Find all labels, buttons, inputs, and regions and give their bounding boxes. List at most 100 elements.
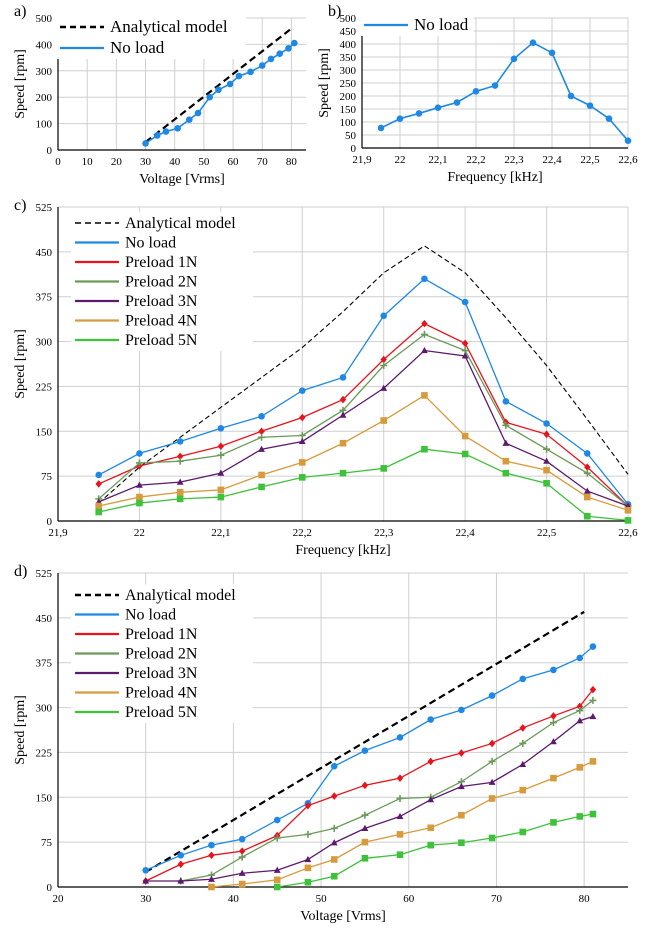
data-point [176, 452, 184, 461]
y-tick-label: 0 [47, 882, 53, 894]
y-tick-label: 525 [36, 202, 53, 214]
data-point [502, 469, 510, 477]
x-tick-label: 50 [198, 156, 210, 168]
data-point [576, 717, 584, 724]
x-tick-label: 22,2 [466, 154, 485, 166]
y-tick-label: 50 [345, 130, 357, 142]
data-point [584, 463, 591, 471]
legend-label: Preload 1N [125, 626, 198, 643]
data-point [491, 82, 499, 89]
data-point [583, 512, 591, 520]
data-point [502, 457, 510, 465]
data-point [339, 374, 347, 381]
legend-background [56, 15, 246, 59]
y-axis-label: Speed [rpm] [317, 48, 332, 118]
data-point [519, 786, 527, 794]
data-point [550, 712, 557, 720]
data-point [208, 883, 215, 891]
panel-label: b) [328, 3, 341, 20]
data-point [361, 781, 369, 790]
series-analytical-model [145, 610, 585, 873]
data-point [421, 392, 428, 399]
data-point [576, 654, 584, 662]
x-tick-label: 10 [82, 156, 94, 168]
data-point [142, 140, 149, 147]
data-point [174, 125, 181, 132]
data-point [396, 734, 404, 741]
data-point [380, 361, 388, 369]
data-point [217, 469, 225, 476]
data-point [567, 92, 575, 100]
data-point [461, 432, 469, 440]
data-point [304, 864, 312, 872]
y-tick-label: 225 [36, 747, 53, 759]
data-point [208, 851, 215, 860]
data-point [217, 486, 225, 494]
data-point [135, 459, 143, 467]
data-point [339, 411, 347, 418]
x-tick-label: 22,3 [374, 527, 394, 539]
legend-label: Preload 3N [125, 293, 198, 310]
data-point [331, 792, 338, 800]
data-point [421, 445, 428, 453]
data-point [142, 866, 149, 874]
data-point [304, 855, 312, 863]
data-point [543, 430, 550, 439]
data-point [488, 834, 496, 842]
data-point [543, 457, 550, 464]
data-point [206, 93, 214, 101]
x-tick-label: 60 [228, 156, 240, 168]
y-tick-label: 150 [36, 792, 53, 804]
data-point [142, 877, 150, 884]
data-point [304, 878, 312, 886]
data-point [298, 431, 306, 439]
x-tick-label: 30 [140, 893, 152, 905]
legend: Analytical model No load Preload 1N Preload… [71, 212, 253, 351]
x-tick-label: 40 [228, 893, 240, 905]
x-tick-label: 22,2 [293, 527, 312, 539]
data-point [421, 346, 428, 354]
data-point [589, 758, 597, 765]
data-point [396, 115, 404, 122]
panel-a: 0 10 20 30 40 50 60 70 80 0 100 200 300 400 500 Voltage… [13, 3, 306, 187]
legend-label: Preload 4N [125, 685, 198, 702]
data-point [339, 395, 347, 404]
x-tick-label: 22,4 [456, 527, 476, 539]
series-line [145, 610, 585, 873]
data-point [276, 50, 284, 57]
data-point [208, 875, 215, 882]
data-point [176, 478, 184, 485]
data-point [361, 854, 369, 862]
y-tick-label: 350 [340, 52, 357, 64]
panel-b: 21,9 22 22,1 22,2 22,3 22,4 22,5 22,60501001502… [317, 3, 638, 185]
data-point [488, 757, 496, 765]
data-point [576, 707, 584, 715]
series-line [145, 689, 594, 882]
data-point [519, 739, 527, 747]
x-tick-label: 22,6 [618, 154, 638, 166]
data-point [458, 749, 465, 757]
x-tick-label: 50 [316, 893, 328, 905]
x-axis-label: Frequency [kHz] [295, 543, 390, 558]
x-tick-label: 22,5 [580, 154, 600, 166]
y-tick-label: 200 [36, 92, 53, 104]
data-point [380, 465, 388, 472]
y-axis-label: Speed [rpm] [13, 695, 28, 765]
legend-label: No load [125, 607, 176, 624]
data-point [330, 872, 338, 880]
data-point [217, 493, 225, 501]
data-point [273, 876, 281, 884]
data-point [330, 824, 338, 832]
data-point [589, 810, 597, 818]
series-preload-4n [208, 758, 597, 891]
series-line [145, 646, 594, 871]
legend-label: Preload 2N [125, 646, 198, 663]
data-point [427, 841, 434, 849]
data-point [458, 839, 465, 847]
data-point [177, 877, 185, 884]
data-point [576, 764, 584, 771]
series-preload-3n [142, 712, 597, 884]
data-point [238, 853, 246, 861]
data-point [361, 811, 369, 819]
series-line [98, 277, 629, 505]
